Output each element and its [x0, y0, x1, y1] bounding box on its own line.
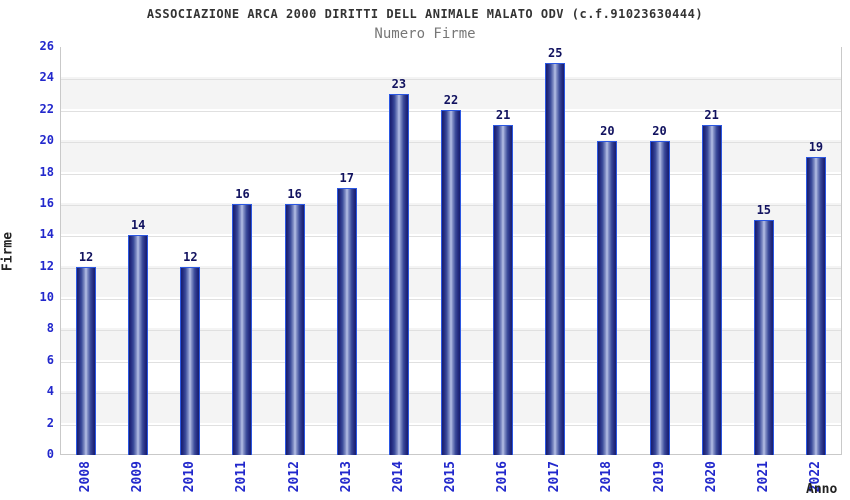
- y-tick-label: 2: [46, 415, 54, 430]
- bar-value-label: 12: [183, 249, 198, 264]
- bar-value-label: 20: [652, 124, 667, 139]
- bar: [232, 203, 253, 455]
- bar-value-label: 14: [130, 218, 146, 233]
- y-tick-label: 0: [46, 447, 54, 461]
- bar: [753, 219, 774, 455]
- bar: [76, 266, 97, 455]
- x-tick-label: 2010: [182, 461, 198, 493]
- chart-title: ASSOCIAZIONE ARCA 2000 DIRITTI DELL ANIM…: [146, 7, 704, 21]
- x-tick-label: 2017: [547, 461, 563, 493]
- y-tick-label: 6: [46, 352, 54, 367]
- bar: [597, 141, 618, 455]
- x-tick-label: 2009: [130, 461, 146, 493]
- bar-value-label: 21: [495, 108, 511, 123]
- bar: [180, 266, 201, 455]
- x-tick-label: 2019: [651, 461, 667, 493]
- x-tick-label: 2014: [390, 461, 406, 493]
- bar: [649, 141, 670, 455]
- y-tick-label: 8: [46, 321, 54, 336]
- bar: [336, 188, 357, 455]
- x-tick-label: 2020: [703, 461, 719, 493]
- y-tick-label: 10: [39, 290, 54, 305]
- x-tick-label: 2015: [443, 461, 458, 493]
- plot-band: [61, 46, 841, 78]
- y-tick-label: 12: [39, 258, 54, 273]
- bar: [284, 203, 305, 455]
- bar-value-label: 21: [704, 108, 719, 123]
- y-tick-label: 24: [39, 70, 54, 85]
- bar: [493, 125, 514, 455]
- bar-value-label: 23: [391, 77, 407, 92]
- chart-subtitle: Numero Firme: [374, 26, 476, 42]
- bar-value-label: 15: [756, 202, 772, 217]
- x-tick-label: 2013: [338, 461, 354, 493]
- bar: [441, 109, 461, 455]
- y-tick-label: 20: [39, 133, 54, 148]
- gridline: [61, 79, 841, 81]
- y-tick-label: 4: [46, 384, 54, 399]
- bar: [701, 125, 722, 455]
- x-axis-title: Anno: [806, 482, 838, 497]
- plot-band: [61, 77, 841, 109]
- x-tick-label: 2008: [78, 461, 94, 493]
- bar-value-label: 19: [808, 139, 824, 154]
- x-tick-label: 2016: [495, 461, 511, 493]
- y-tick-label: 22: [39, 101, 54, 116]
- x-tick-label: 2012: [286, 461, 302, 493]
- bar: [545, 62, 566, 455]
- y-tick-label: 18: [39, 164, 54, 179]
- bar-value-label: 25: [548, 45, 563, 60]
- bar-value-label: 16: [235, 186, 250, 201]
- x-tick-label: 2018: [599, 461, 615, 493]
- y-tick-label: 16: [39, 195, 54, 210]
- y-tick-label: 14: [39, 227, 54, 242]
- bar: [128, 235, 149, 455]
- bar-value-label: 17: [339, 171, 354, 186]
- bar: [388, 94, 409, 455]
- bar-value-label: 16: [287, 186, 302, 201]
- bar: [805, 156, 826, 455]
- bar-value-label: 20: [600, 124, 615, 139]
- x-tick-label: 2011: [234, 461, 250, 493]
- bar-value-label: 22: [443, 92, 459, 107]
- x-tick-label: 2021: [755, 461, 771, 493]
- y-tick-label: 26: [39, 39, 54, 53]
- y-axis-title: Firme: [0, 231, 16, 272]
- bar-value-label: 12: [78, 249, 94, 264]
